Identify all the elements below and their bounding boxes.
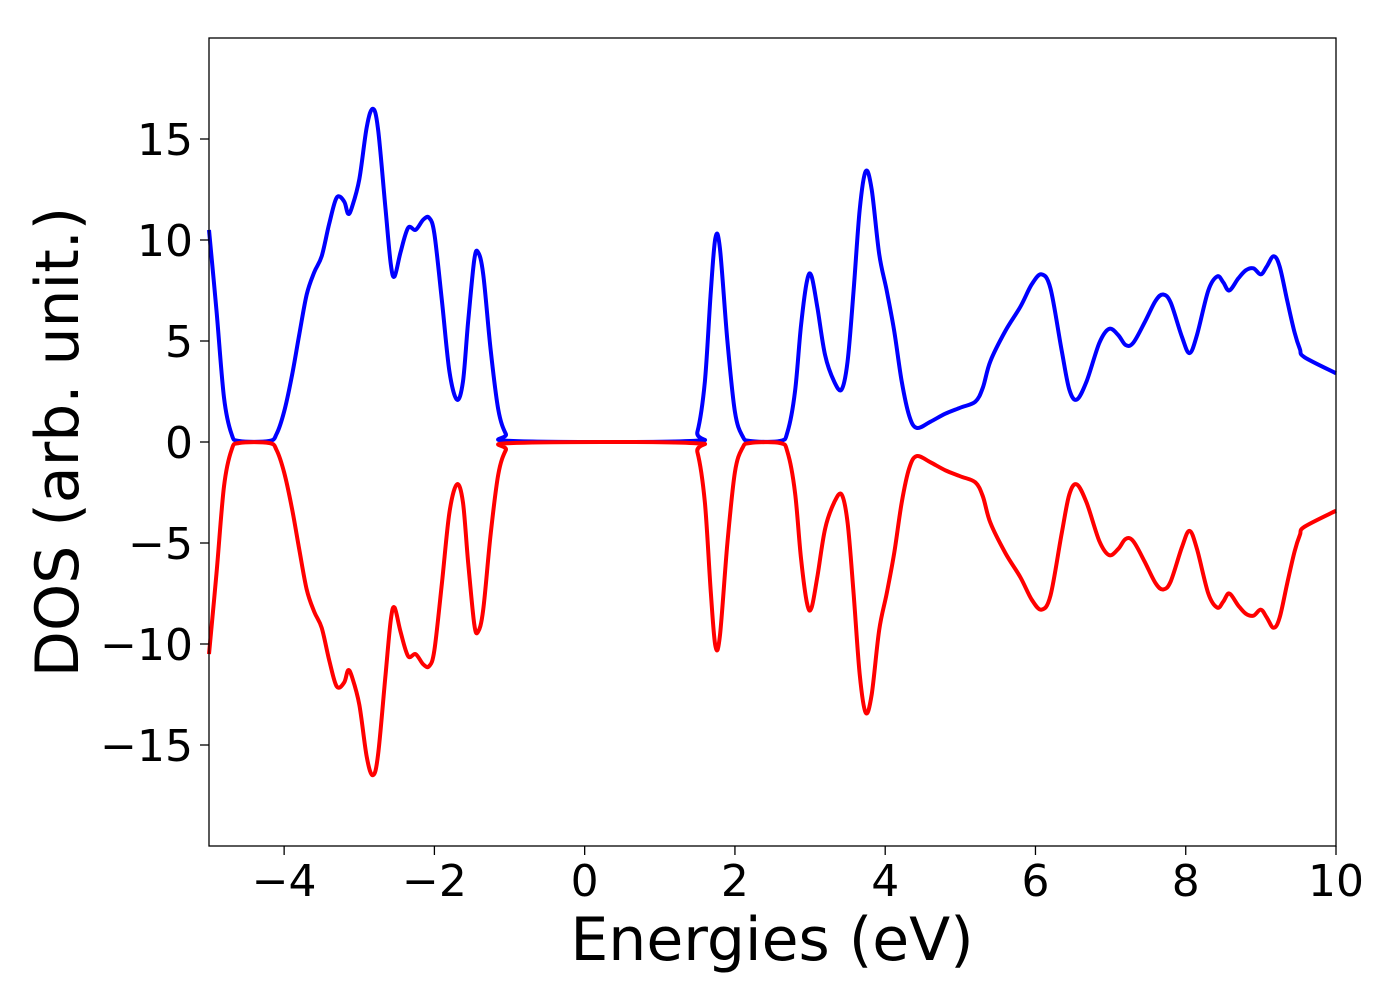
x-tick-label: −2 [402,856,467,907]
x-tick-label: 6 [1021,856,1049,907]
y-tick-label: −15 [100,721,193,772]
plot-frame [208,37,1337,847]
series-lines [207,106,1337,778]
x-tick-label: 0 [571,856,599,907]
y-tick-label: −10 [100,620,193,671]
y-axis-label: DOS (arb. unit.) [23,207,93,677]
series-line-red [207,439,1337,778]
x-tick-label: −4 [252,856,317,907]
x-tick-label: 10 [1308,856,1364,907]
x-axis-label: Energies (eV) [570,905,973,975]
x-tick-label: 2 [721,856,749,907]
y-tick-label: 15 [137,115,193,166]
y-tick-label: 5 [165,317,193,368]
series-line-blue [207,106,1337,445]
x-tick-label: 4 [871,856,899,907]
y-tick-label: 10 [137,216,193,267]
axis-ticks: −4 −2 0 2 4 6 8 10 15 10 5 0 −5 −10 −15 [100,115,1364,907]
y-tick-label: 0 [165,418,193,469]
y-tick-label: −5 [128,519,193,570]
x-tick-label: 8 [1172,856,1200,907]
